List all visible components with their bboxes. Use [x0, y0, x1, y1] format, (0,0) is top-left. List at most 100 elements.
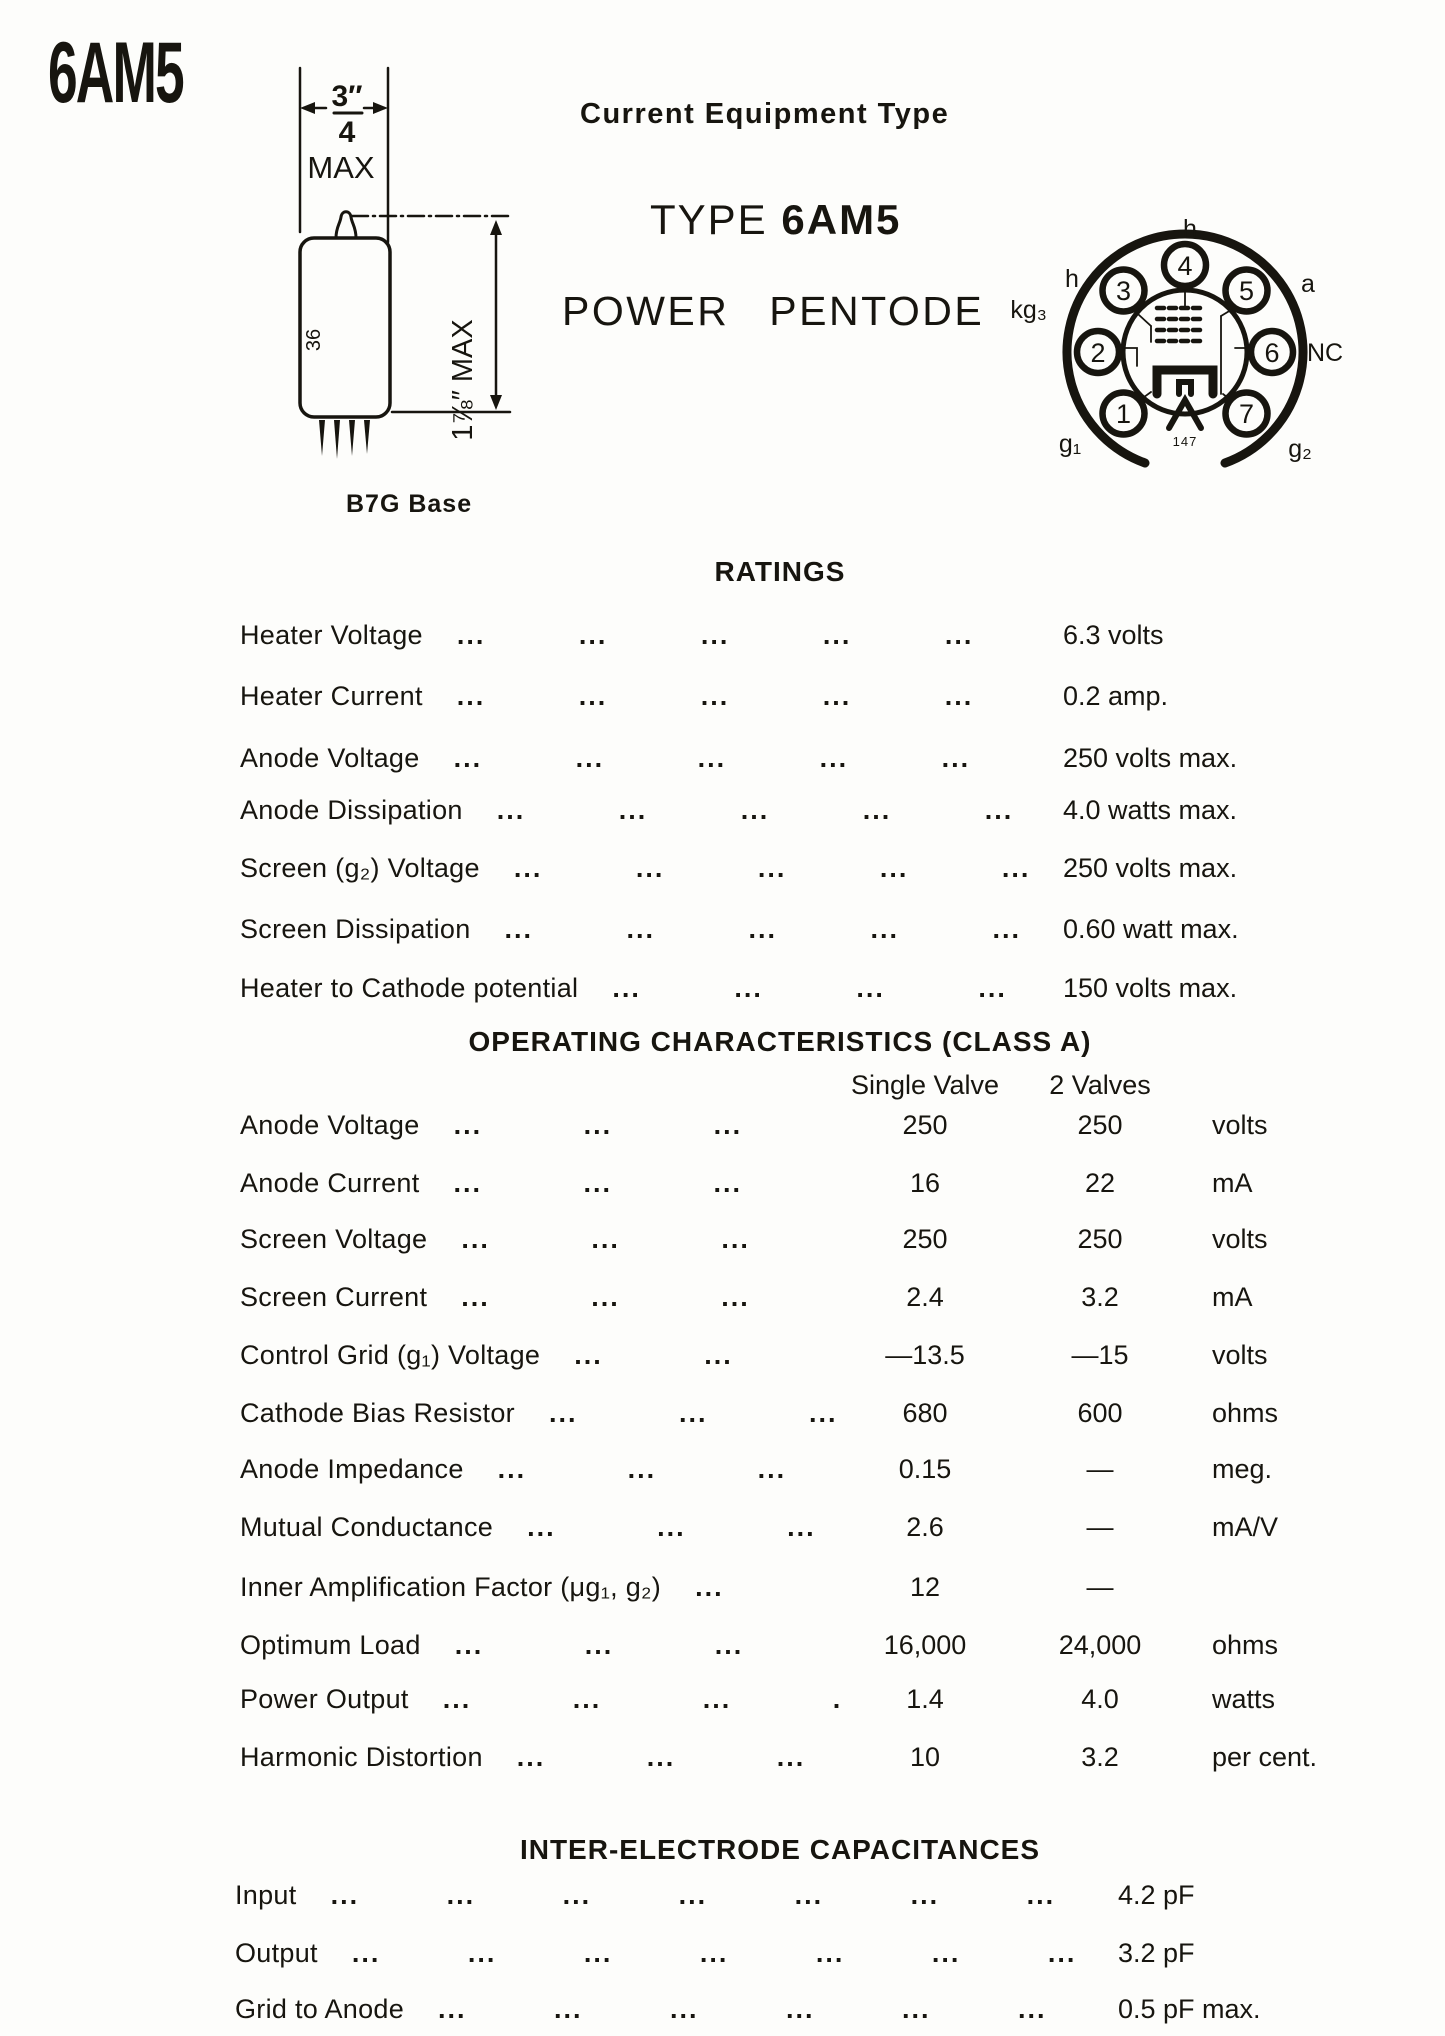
- two-valves-value: —: [1086, 1454, 1114, 1484]
- row-label: Heater to Cathode potential: [240, 973, 579, 1003]
- pin-label-anode: a: [1301, 270, 1315, 298]
- pin-label-g2: g₂: [1288, 435, 1312, 463]
- row-label: Power Output: [240, 1684, 409, 1714]
- row-label: Anode Current: [240, 1168, 420, 1198]
- characteristics-row: Optimum Load ... ... ... ... 16,000 24,0…: [240, 1628, 1390, 1662]
- ratings-row: Heater Current ... ... ... ... ... ... 0…: [240, 679, 1320, 713]
- pin-2-number: 2: [1090, 338, 1105, 368]
- characteristics-row: Screen Current ... ... ... ... 2.4 3.2 m…: [240, 1280, 1390, 1314]
- ratings-title: RATINGS: [714, 556, 846, 587]
- pin-2-circle: [1073, 327, 1123, 377]
- ratings-row: Anode Dissipation ... ... ... ... ... 4.…: [240, 793, 1320, 827]
- single-valve-value: 0.15: [898, 1454, 952, 1484]
- subtitle-heading: POWER PENTODE: [562, 288, 985, 334]
- pin-label-heater-left: h: [1065, 265, 1079, 293]
- pin-7-number: 7: [1239, 399, 1254, 429]
- dot-leader: ... ... ... ...: [461, 1224, 840, 1254]
- pin-5-number: 5: [1239, 276, 1254, 306]
- row-value: 250 volts max.: [1063, 853, 1238, 883]
- row-label: Cathode Bias Resistor: [240, 1398, 515, 1428]
- characteristics-row: Anode Current ... ... ... ... 16 22 mA: [240, 1166, 1390, 1200]
- dot-leader: ... ... ... ...: [612, 973, 1007, 1003]
- row-label: Mutual Conductance: [240, 1512, 494, 1542]
- dot-leader: ... ... ... ... ... ...: [456, 681, 1055, 711]
- row-label: Harmonic Distortion: [240, 1742, 483, 1772]
- ratings-row: Heater Voltage ... ... ... ... ... ... 6…: [240, 618, 1320, 652]
- row-label: Anode Impedance: [240, 1454, 464, 1484]
- row-unit: mA/V: [1212, 1512, 1279, 1542]
- dot-leader: ...: [695, 1572, 724, 1602]
- row-unit: watts: [1212, 1684, 1276, 1714]
- tube-width-denominator: 4: [339, 116, 356, 149]
- row-unit: ohms: [1212, 1398, 1279, 1428]
- dot-leader: ... ... ...: [527, 1512, 816, 1542]
- two-valves-value: 24,000: [1058, 1630, 1142, 1660]
- ratings-row: Screen Dissipation ... ... ... ... ... 0…: [240, 912, 1320, 946]
- row-value: 250 volts max.: [1063, 743, 1238, 773]
- capacitance-row: Output ... ... ... ... ... ... ... ... 3…: [235, 1936, 1350, 1970]
- single-valve-value: 250: [902, 1110, 948, 1140]
- dot-leader: ... ... ... ...: [442, 1684, 840, 1714]
- characteristics-row: Inner Amplification Factor (μg₁, g₂) ...…: [240, 1570, 1390, 1604]
- pin-label-nc: NC: [1307, 339, 1343, 367]
- row-label: Screen Voltage: [240, 1224, 428, 1254]
- pin-3-circle: [1099, 266, 1148, 315]
- row-label: Input: [235, 1880, 297, 1910]
- ratings-row: Anode Voltage ... ... ... ... ... ... 25…: [240, 741, 1320, 775]
- characteristics-row: Power Output ... ... ... ... 1.4 4.0 wat…: [240, 1682, 1390, 1716]
- two-valves-value: 3.2: [1081, 1282, 1119, 1312]
- tube-height-dimension: 1⅞″ MAX: [447, 319, 479, 440]
- two-valves-value: 600: [1077, 1398, 1123, 1428]
- row-label: Output: [235, 1938, 318, 1968]
- row-unit: mA: [1212, 1168, 1253, 1198]
- characteristics-row: Anode Voltage ... ... ... ... 250 250 vo…: [240, 1108, 1390, 1142]
- dot-leader: ... ... ... ...: [461, 1282, 840, 1312]
- two-valves-value: 250: [1077, 1224, 1123, 1254]
- dot-leader: ... ... ... ... ...: [496, 795, 1014, 825]
- row-unit: meg.: [1212, 1454, 1273, 1484]
- ratings-row: Screen (g₂) Voltage ... ... ... ... ... …: [240, 851, 1320, 885]
- pin-label-cathode-g3: kg₃: [1010, 296, 1047, 324]
- single-valve-value: 2.6: [906, 1512, 944, 1542]
- single-valve-value: 16,000: [883, 1630, 967, 1660]
- row-value: 4.2 pF: [1118, 1880, 1195, 1910]
- row-value: 4.0 watts max.: [1063, 795, 1238, 825]
- row-label: Screen Dissipation: [240, 914, 471, 944]
- single-valve-value: 1.4: [906, 1684, 944, 1714]
- row-unit: volts: [1212, 1224, 1268, 1254]
- page-title: 6AM5: [48, 25, 185, 121]
- row-label: Anode Voltage: [240, 743, 420, 773]
- dot-leader: ... ...: [574, 1340, 733, 1370]
- ratings-row: Heater to Cathode potential ... ... ... …: [240, 971, 1320, 1005]
- characteristics-row: Screen Voltage ... ... ... ... 250 250 v…: [240, 1222, 1390, 1256]
- base-caption: B7G Base: [346, 490, 473, 518]
- tube-glass-code: 36: [303, 329, 325, 351]
- pin-6-circle: [1247, 327, 1297, 377]
- pin-1-circle: [1099, 389, 1148, 438]
- pin-5-circle: [1222, 266, 1271, 315]
- row-label: Anode Dissipation: [240, 795, 463, 825]
- single-valve-value: 10: [909, 1742, 941, 1772]
- row-label: Anode Voltage: [240, 1110, 420, 1140]
- row-value: 150 volts max.: [1063, 973, 1238, 1003]
- row-label: Grid to Anode: [235, 1994, 405, 2024]
- pin-3-number: 3: [1116, 276, 1131, 306]
- row-label: Heater Current: [240, 681, 423, 711]
- row-unit: ohms: [1212, 1630, 1279, 1660]
- dot-leader: ... ... ...: [497, 1454, 787, 1484]
- row-label: Inner Amplification Factor (μg₁, g₂): [240, 1572, 662, 1602]
- row-value: 0.60 watt max.: [1063, 914, 1239, 944]
- row-value: 0.5 pF max.: [1118, 1994, 1261, 2024]
- dot-leader: ... ... ... ... ... ...: [453, 743, 1055, 773]
- pin-7-circle: [1222, 389, 1271, 438]
- two-valves-value: 22: [1084, 1168, 1116, 1198]
- row-value: 3.2 pF: [1118, 1938, 1195, 1968]
- two-valves-value: —: [1086, 1512, 1114, 1542]
- characteristics-row: Control Grid (g₁) Voltage ... ... —13.5 …: [240, 1338, 1390, 1372]
- single-valve-value: 12: [909, 1572, 941, 1602]
- single-valve-value: 680: [902, 1398, 948, 1428]
- two-valves-value: 3.2: [1081, 1742, 1119, 1772]
- base-code: 147: [1173, 434, 1198, 449]
- base-outline: [1062, 229, 1308, 468]
